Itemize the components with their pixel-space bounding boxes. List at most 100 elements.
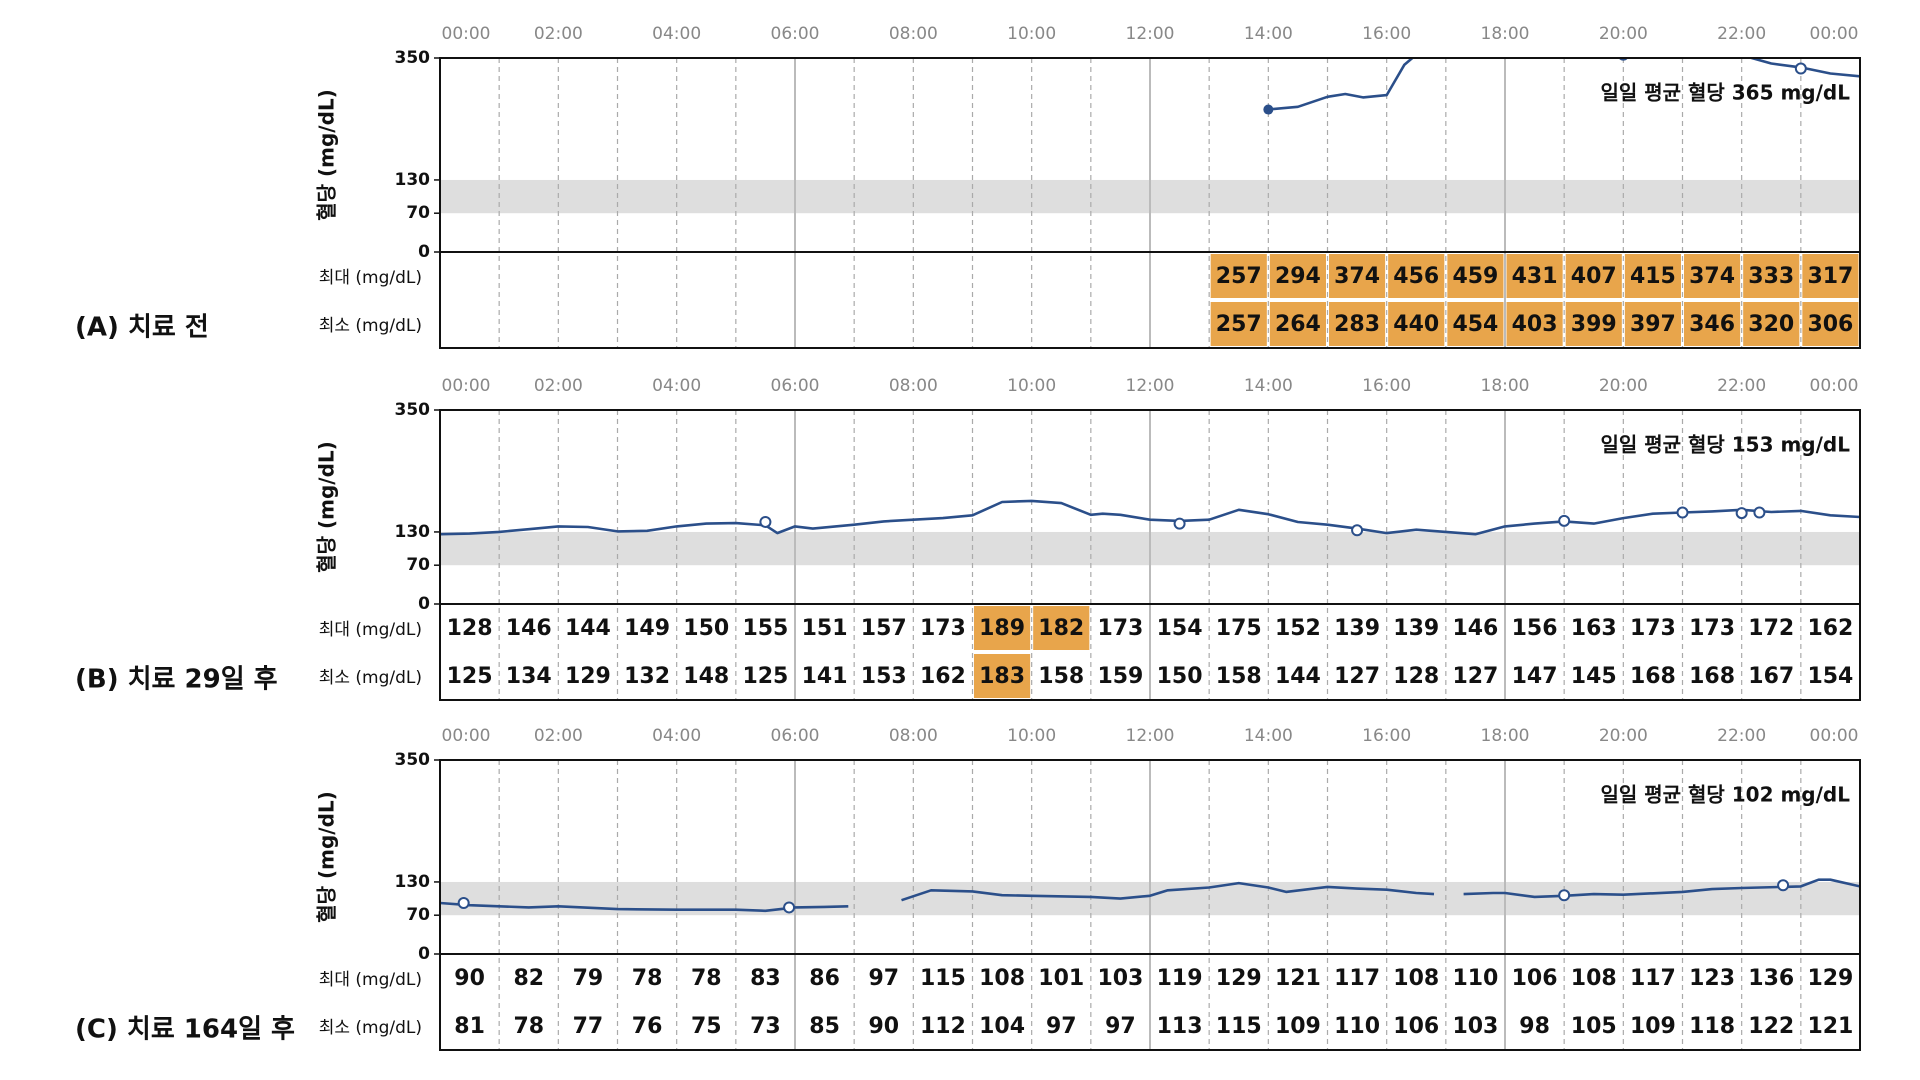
row-label: 최대 (mg/dL)	[319, 268, 422, 288]
highlight-cell	[1802, 302, 1859, 346]
row-label: 최대 (mg/dL)	[319, 620, 422, 640]
table-cell: 158	[1038, 664, 1084, 689]
x-tick-label: 18:00	[1481, 726, 1530, 746]
highlight-cell	[1329, 302, 1386, 346]
table-cell: 146	[1452, 616, 1498, 641]
y-tick-label: 0	[418, 242, 430, 262]
y-tick-label: 0	[418, 594, 430, 614]
highlight-cell	[1210, 254, 1267, 298]
table-cell: 117	[1334, 966, 1380, 991]
table-cell: 82	[513, 966, 544, 991]
table-cell: 159	[1097, 664, 1143, 689]
x-tick-label: 08:00	[889, 24, 938, 44]
table-cell: 122	[1748, 1014, 1794, 1039]
x-tick-label: 00:00	[1810, 726, 1859, 746]
table-cell: 157	[861, 616, 907, 641]
x-tick-label: 18:00	[1481, 376, 1530, 396]
table-cell: 150	[1157, 664, 1203, 689]
table-cell: 162	[920, 664, 966, 689]
x-tick-label: 00:00	[442, 726, 491, 746]
table-cell: 139	[1334, 616, 1380, 641]
table-cell: 76	[632, 1014, 663, 1039]
marker	[1558, 514, 1571, 527]
table-cell: 189	[979, 616, 1025, 641]
highlight-cell	[1743, 254, 1800, 298]
table-cell: 109	[1275, 1014, 1321, 1039]
table-cell: 78	[691, 966, 722, 991]
x-tick-label: 08:00	[889, 726, 938, 746]
x-tick-label: 10:00	[1007, 24, 1056, 44]
marker	[1794, 62, 1807, 75]
x-tick-label: 06:00	[771, 24, 820, 44]
table-cell: 456	[1393, 264, 1439, 289]
x-tick-label: 00:00	[442, 24, 491, 44]
x-tick-label: 04:00	[652, 376, 701, 396]
y-tick-label: 350	[395, 750, 431, 770]
table-cell: 97	[1046, 1014, 1077, 1039]
table-cell: 98	[1519, 1014, 1550, 1039]
glucose-line	[1268, 58, 1860, 111]
y-tick-label: 70	[406, 203, 430, 223]
x-tick-label: 14:00	[1244, 24, 1293, 44]
table-cell: 119	[1157, 966, 1203, 991]
row-label: 최소 (mg/dL)	[319, 1018, 422, 1038]
highlight-cell	[1743, 302, 1800, 346]
table-cell: 83	[750, 966, 781, 991]
table-cell: 346	[1689, 312, 1735, 337]
x-tick-label: 14:00	[1244, 376, 1293, 396]
table-cell: 150	[683, 616, 729, 641]
table-cell: 173	[920, 616, 966, 641]
x-tick-label: 04:00	[652, 726, 701, 746]
table-cell: 81	[454, 1014, 485, 1039]
table-cell: 407	[1571, 264, 1617, 289]
table-cell: 182	[1038, 616, 1084, 641]
table-cell: 136	[1748, 966, 1794, 991]
highlight-cell	[1624, 254, 1681, 298]
x-tick-label: 02:00	[534, 726, 583, 746]
table-cell: 106	[1393, 1014, 1439, 1039]
table-cell: 399	[1571, 312, 1617, 337]
x-tick-label: 02:00	[534, 24, 583, 44]
table-cell: 75	[691, 1014, 722, 1039]
x-tick-label: 20:00	[1599, 24, 1648, 44]
table-cell: 85	[809, 1014, 840, 1039]
row-label: 최대 (mg/dL)	[319, 970, 422, 990]
table-cell: 153	[861, 664, 907, 689]
highlight-cell	[1624, 302, 1681, 346]
table-cell: 397	[1630, 312, 1676, 337]
marker	[1777, 879, 1790, 892]
table-cell: 183	[979, 664, 1025, 689]
x-tick-label: 04:00	[652, 24, 701, 44]
table-cell: 101	[1038, 966, 1084, 991]
table-cell: 162	[1807, 616, 1853, 641]
highlight-cell	[1684, 302, 1741, 346]
table-cell: 374	[1334, 264, 1380, 289]
table-cell: 90	[868, 1014, 899, 1039]
table-cell: 128	[447, 616, 493, 641]
x-tick-label: 12:00	[1126, 376, 1175, 396]
table-cell: 172	[1748, 616, 1794, 641]
table-cell: 459	[1452, 264, 1498, 289]
table-cell: 118	[1689, 1014, 1735, 1039]
frame	[439, 759, 1861, 1051]
annotation: 일일 평균 혈당 365 mg/dL	[1600, 81, 1850, 105]
table-cell: 104	[979, 1014, 1025, 1039]
table-cell: 168	[1630, 664, 1676, 689]
x-tick-label: 14:00	[1244, 726, 1293, 746]
table-cell: 146	[506, 616, 552, 641]
table-cell: 139	[1393, 616, 1439, 641]
table-cell: 110	[1334, 1014, 1380, 1039]
panel-label: (B) 치료 29일 후	[75, 665, 278, 695]
x-tick-label: 20:00	[1599, 376, 1648, 396]
table-cell: 103	[1097, 966, 1143, 991]
table-cell: 374	[1689, 264, 1735, 289]
x-tick-label: 10:00	[1007, 726, 1056, 746]
highlight-cell	[1210, 302, 1267, 346]
start-dot	[1263, 104, 1274, 115]
y-tick-label: 130	[395, 170, 431, 190]
table-cell: 149	[624, 616, 670, 641]
table-cell: 129	[565, 664, 611, 689]
y-axis-label: 혈당 (mg/dL)	[315, 441, 339, 573]
x-tick-label: 22:00	[1717, 24, 1766, 44]
highlight-cell	[1269, 302, 1326, 346]
